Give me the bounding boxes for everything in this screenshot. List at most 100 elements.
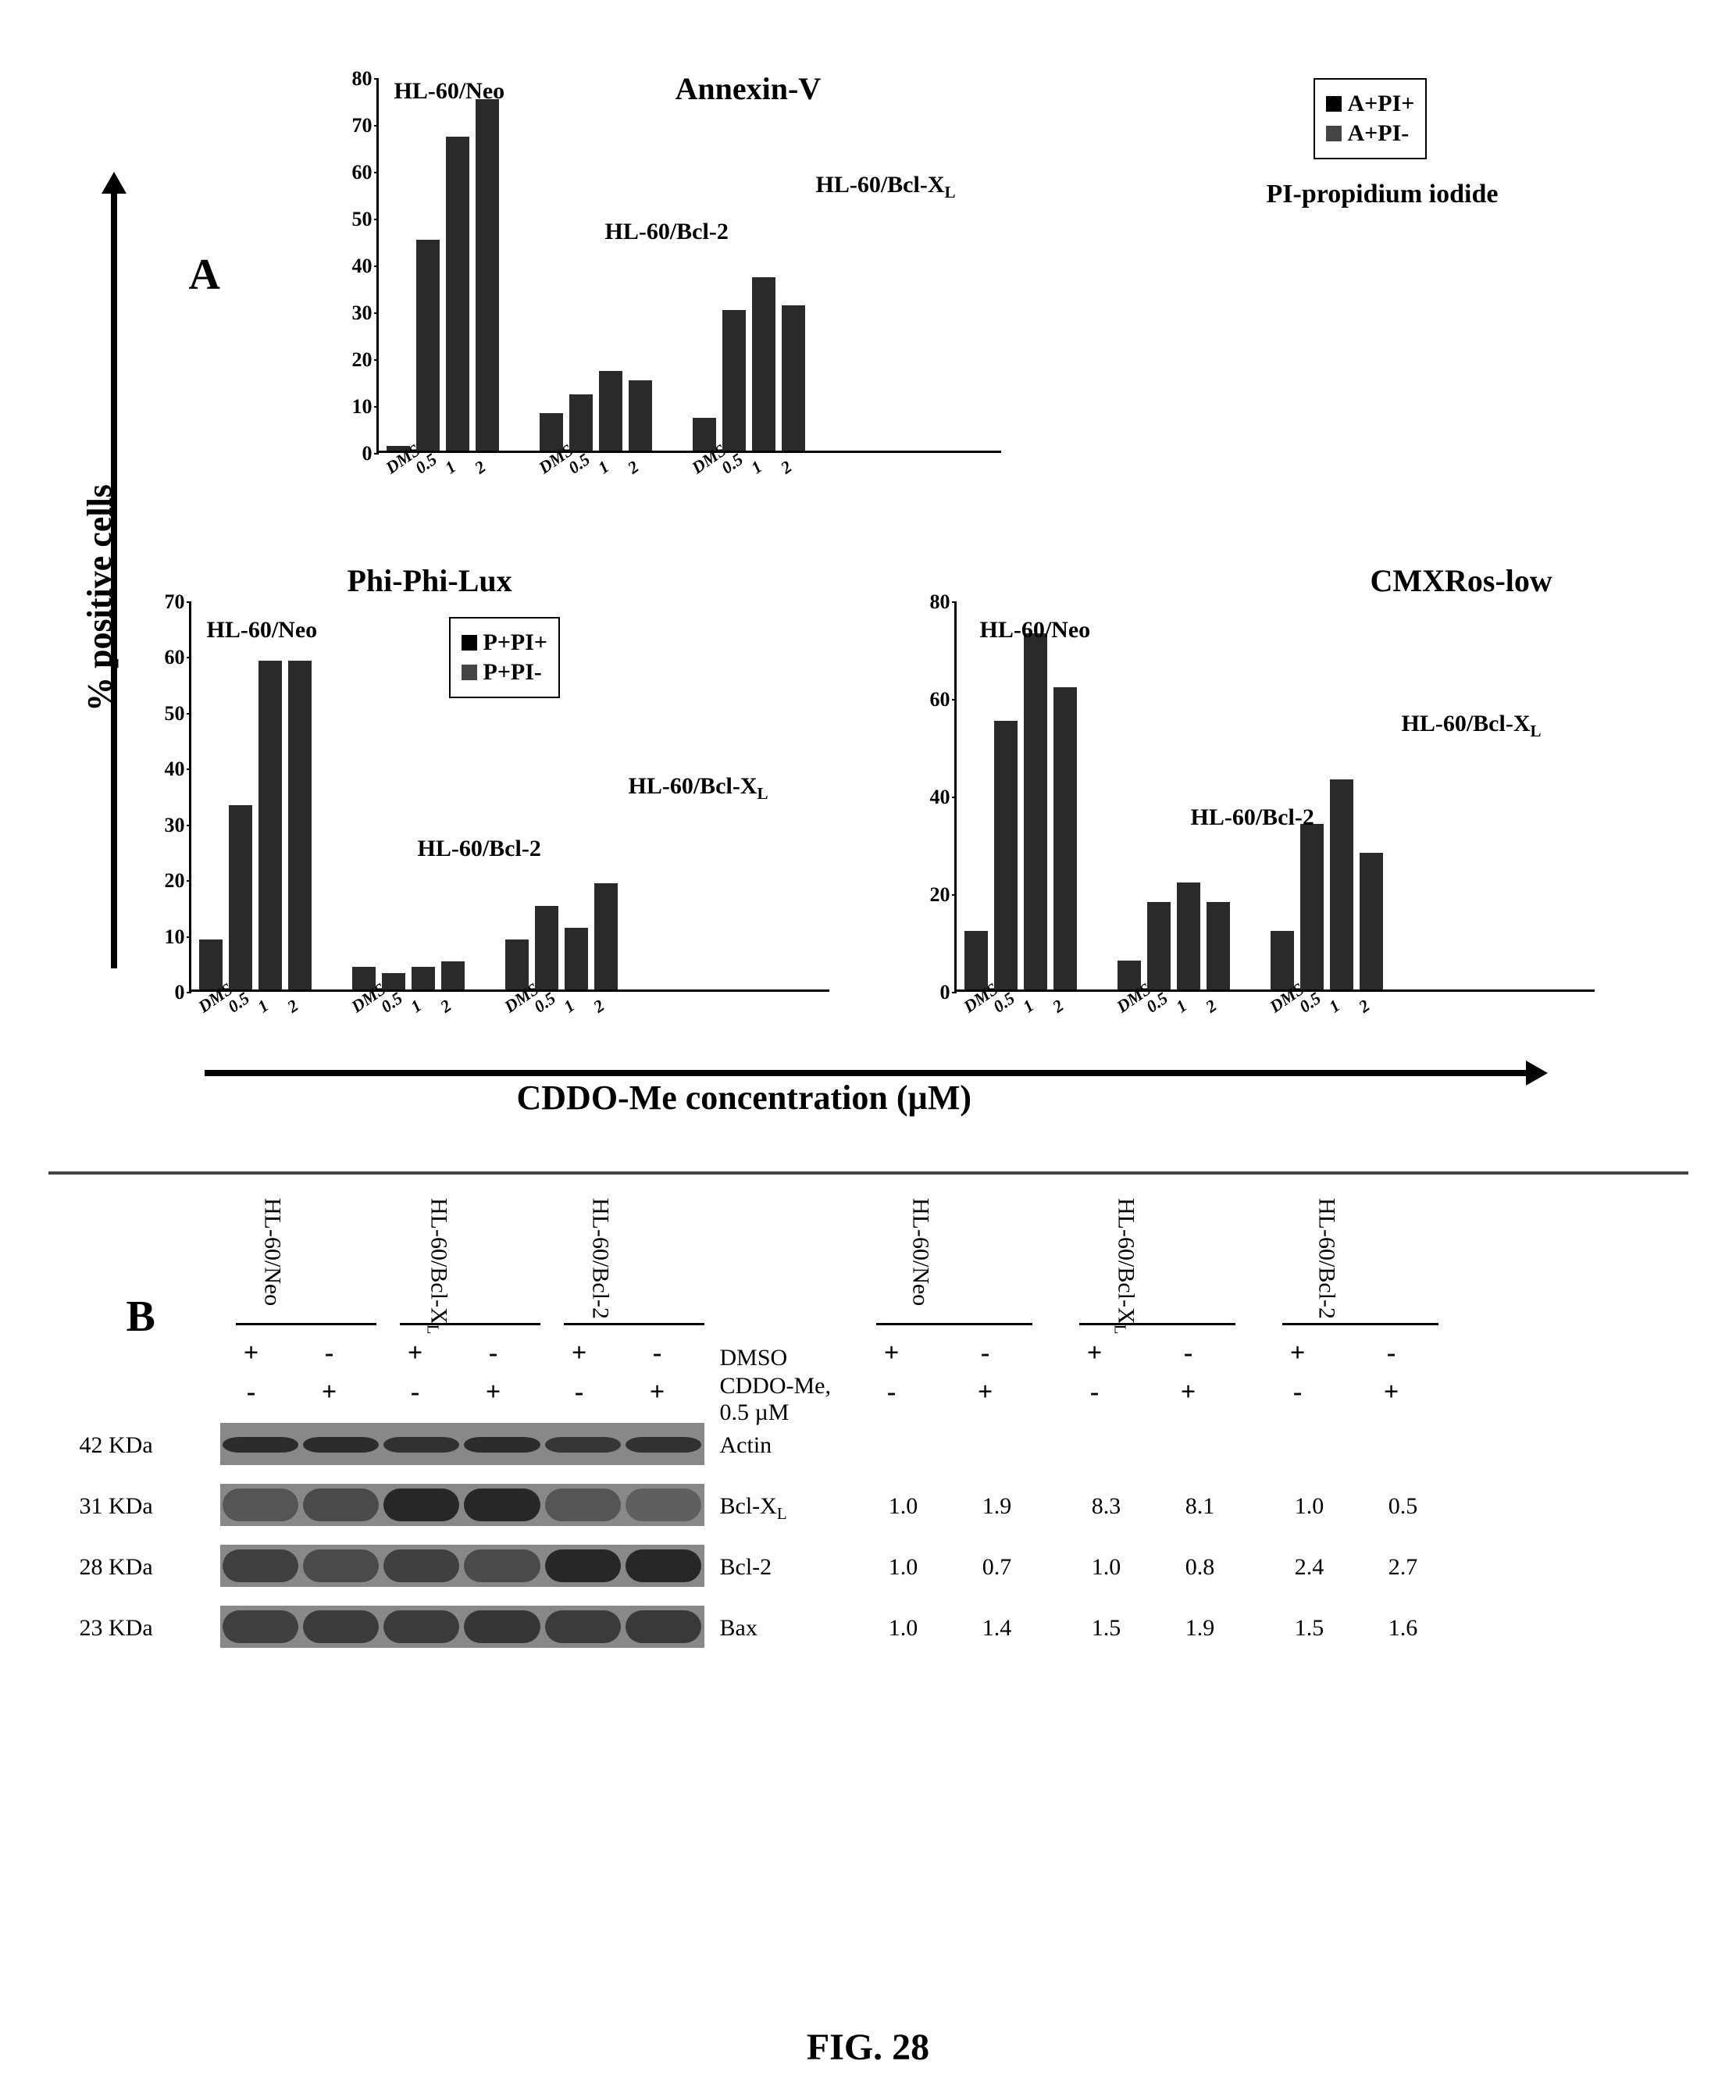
molecular-weight: 23 KDa [80,1615,153,1642]
treatment-symbol: - [564,1378,595,1407]
ytick-label: 50 [340,208,373,231]
xtick-label: 1 [594,457,613,479]
panel-a-xaxis: CDDO-Me concentration (µM) [205,1070,1532,1109]
treatment-symbol: - [876,1378,907,1407]
series-label: HL-60/Neo [207,617,318,644]
bar [782,305,805,451]
quant-value: 1.5 [1282,1615,1337,1642]
protein-label: Actin [720,1432,772,1459]
blot-band [303,1437,379,1453]
xaxis-arrow [205,1070,1532,1076]
ytick-label: 0 [340,442,373,465]
treatment-symbol: + [1173,1378,1204,1407]
panel-a-yaxis: % positive cells [95,187,134,968]
bar [446,137,469,451]
xtick-label: 1 [441,457,460,479]
blot-band [545,1437,621,1453]
quant-value: 8.1 [1173,1493,1228,1520]
xtick-label: 2 [590,996,608,1018]
blot-band [383,1437,459,1453]
blot-row: 28 KDaBcl-21.00.71.00.82.42.7 [220,1538,1626,1593]
ytick-label: 0 [918,981,950,1004]
chart-cmxros: CMXRos-low020406080DMSO0.512DMSO0.512DMS… [954,601,1595,992]
legend-swatch [462,635,477,651]
xaxis-label: CDDO-Me concentration (µM) [517,1078,972,1118]
quant-value: 1.0 [876,1615,931,1642]
blot-band [464,1610,540,1643]
panel-divider [48,1171,1688,1175]
ytick-label: 60 [152,646,185,669]
ytick-label: 20 [918,883,950,907]
xtick-label: 1 [560,996,579,1018]
blot-band [383,1610,459,1643]
legend-item: P+PI- [462,659,548,686]
bar [722,310,746,451]
chart-title: Annexin-V [676,70,822,107]
bar [441,961,465,989]
treatment-symbol: - [1173,1339,1204,1368]
series-label: HL-60/Bcl-2 [605,219,729,245]
lane-header: HL-60/Neo [259,1198,286,1306]
blot-band [223,1489,298,1521]
quant-value: 0.5 [1376,1493,1431,1520]
blot-row: 42 KDaActin [220,1417,1626,1471]
blot-band [303,1489,379,1521]
blot-band [223,1549,298,1582]
ytick-label: 80 [340,67,373,91]
bar [1147,902,1171,990]
ytick-label: 60 [340,161,373,184]
xtick-label: 1 [1172,996,1191,1018]
chart-title: CMXRos-low [1371,562,1552,599]
series-label: HL-60/Bcl-2 [418,836,541,862]
ytick-label: 80 [918,590,950,614]
xtick-label: 2 [283,996,302,1018]
treatment-symbol: + [876,1339,907,1368]
xtick-label: 1 [1019,996,1038,1018]
legend-item: P+PI+ [462,629,548,656]
blot-band [626,1489,701,1521]
treatment-symbol: + [564,1339,595,1368]
panel-b-label: B [127,1292,155,1342]
ytick-label: 40 [918,786,950,809]
bar [535,906,558,989]
blot-band [223,1437,298,1453]
treatment-symbol: + [478,1378,509,1407]
ytick-label: 30 [152,814,185,837]
chart-annexin: Annexin-V01020304050607080DMSO0.512DMSO0… [376,78,1001,453]
bar [416,240,440,451]
bar [229,805,252,989]
ytick-label: 0 [152,981,185,1004]
blot-image [220,1423,704,1465]
quant-value: 0.7 [970,1554,1025,1581]
protein-label: Bax [720,1615,757,1642]
series-label: HL-60/Bcl-XL [1402,711,1542,741]
legend-swatch [1326,126,1342,141]
figure-caption: FIG. 28 [48,2026,1688,2069]
quant-value: 0.8 [1173,1554,1228,1581]
panel-a: A % positive cells A+PI+ A+PI- PI-propid… [48,31,1688,1164]
ytick-label: 70 [340,114,373,137]
blot-band [626,1437,701,1453]
blot-image [220,1545,704,1587]
lane-header: HL-60/Bcl-XL [423,1198,452,1334]
ytick-label: 20 [340,348,373,372]
xtick-label: 2 [1049,996,1068,1018]
treatment-label: DMSO [720,1345,861,1371]
series-label: HL-60/Bcl-XL [629,773,768,804]
xtick-label: 2 [1202,996,1221,1018]
panel-b: B HL-60/NeoHL-60/Bcl-XLHL-60/Bcl-2HL-60/… [48,1198,1688,1979]
legend-text: A+PI- [1348,120,1410,147]
treatment-symbol: - [314,1339,345,1368]
xtick-label: 2 [624,457,643,479]
blot-band [383,1489,459,1521]
lane-header: HL-60/Bcl-XL [1110,1198,1139,1334]
ytick-label: 40 [152,758,185,781]
series-label: HL-60/Bcl-2 [1191,804,1314,831]
ytick-label: 10 [340,395,373,419]
treatment-symbol: + [1079,1339,1110,1368]
bar [199,939,223,989]
blot-band [464,1437,540,1453]
ytick-label: 60 [918,688,950,711]
bar [288,661,312,989]
legend-text: A+PI+ [1348,91,1415,117]
